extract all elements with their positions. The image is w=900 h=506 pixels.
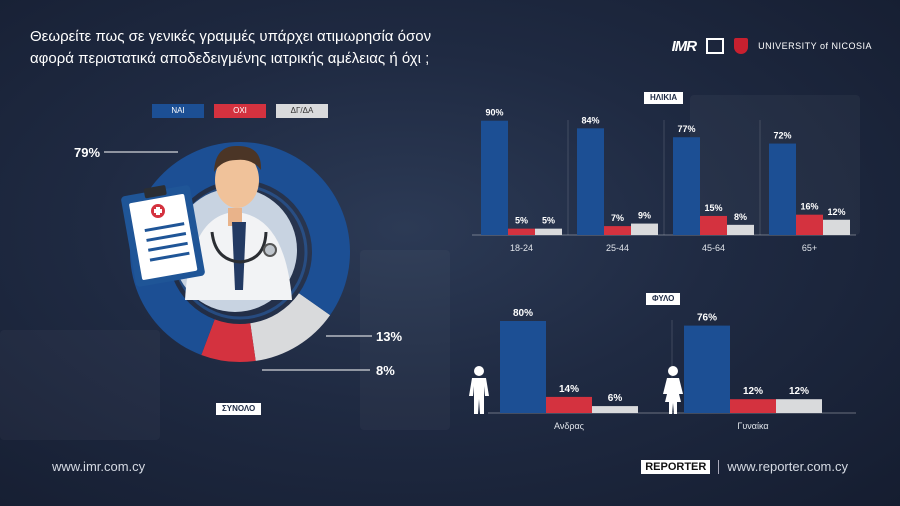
category-label: Ανδρας [554,421,585,431]
bar-value-label: 77% [677,124,695,134]
donut-slice-no [201,319,256,363]
title-line-1: Θεωρείτε πως σε γενικές γραμμές υπάρχει … [30,28,432,45]
category-label: Γυναίκα [737,421,768,431]
bar-value-label: 14% [559,384,579,395]
donut-label-yes: 79% [74,145,100,160]
bar-yes [673,137,700,235]
bar-value-label: 7% [611,213,624,223]
bar-yes [577,128,604,235]
footer-divider [718,459,720,474]
gender-section-tag: ΦΥΛΟ [646,293,681,305]
legend-dk: ΔΓ/ΔΑ [276,104,328,118]
bar-dk [776,399,822,413]
unic-shield-icon [734,38,749,54]
legend-no: ΟΧΙ [214,104,266,118]
donut-label-no: 8% [376,363,395,378]
imr-logo: IMR [671,37,697,55]
footer-imr-link[interactable]: www.imr.com.cy [52,459,146,474]
doctor-tie [232,222,246,290]
unic-logo: UNIVERSITY of NICOSIA [758,41,872,51]
bar-value-label: 5% [515,216,528,226]
stethoscope-icon [210,231,268,264]
bar-value-label: 90% [485,108,503,118]
woman-icon [663,366,683,414]
gender-bar-chart: 80% 14% 6% Ανδρας 76% 12% 12% Γυναίκα [488,308,856,431]
donut-label-dk: 13% [376,329,402,344]
bar-value-label: 84% [581,115,599,125]
bar-value-label: 15% [704,203,722,213]
man-icon [469,366,489,414]
bar-no [730,399,776,413]
bar-dk [592,406,638,413]
legend-yes: ΝΑΙ [152,104,204,118]
age-section-tag: ΗΛΙΚΙΑ [644,92,684,104]
footer-reporter: REPORTER www.reporter.com.cy [641,459,848,474]
bar-dk [727,224,754,235]
reporter-logo: REPORTER [641,459,711,474]
doctor-hair [214,145,262,172]
bar-value-label: 12% [789,386,809,397]
logos: IMR UNIVERSITY of NICOSIA [672,36,872,56]
category-label: 45-64 [702,243,725,253]
clipboard-icon [121,185,205,287]
footer-reporter-link[interactable]: www.reporter.com.cy [727,459,848,474]
bar-no [546,396,592,413]
donut-labels: 79% 13% 8% [74,145,402,378]
doctor-illustration [173,145,297,312]
bar-yes [684,325,730,413]
bar-value-label: 80% [513,308,533,319]
doctor-neck [228,208,242,226]
bar-value-label: 9% [638,211,651,221]
bar-value-label: 6% [608,393,623,404]
bar-no [796,214,823,235]
bar-value-label: 76% [697,313,717,324]
bar-value-label: 5% [542,216,555,226]
bar-no [508,228,535,235]
category-label: 25-44 [606,243,629,253]
bar-value-label: 16% [800,202,818,212]
partner-logo-icon [706,38,725,54]
bar-dk [823,219,850,235]
bar-value-label: 12% [827,207,845,217]
stethoscope-head-icon [263,243,277,257]
category-label: 65+ [802,243,817,253]
bar-yes [500,321,546,413]
bar-yes [481,120,508,235]
legend: ΝΑΙ ΟΧΙ ΔΓ/ΔΑ [152,104,328,118]
title-line-2: αφορά περιστατικά αποδεδειγμένης ιατρική… [30,50,430,67]
donut-slice-dk [250,293,331,361]
bar-dk [631,223,658,235]
doctor-face [215,152,259,208]
age-bar-chart: 90% 5% 5% 18-24 84% 7% 9% 25-44 77% 15% 8% 45-64 72%… [472,108,856,253]
bar-no [700,215,727,235]
bar-yes [769,143,796,235]
bar-value-label: 72% [773,131,791,141]
category-label: 18-24 [510,243,533,253]
bar-no [604,226,631,235]
page-title: Θεωρείτε πως σε γενικές γραμμές υπάρχει … [30,26,590,70]
total-section-tag: ΣΥΝΟΛΟ [216,403,262,415]
bar-value-label: 8% [734,212,747,222]
bar-dk [535,228,562,235]
bar-value-label: 12% [743,386,763,397]
